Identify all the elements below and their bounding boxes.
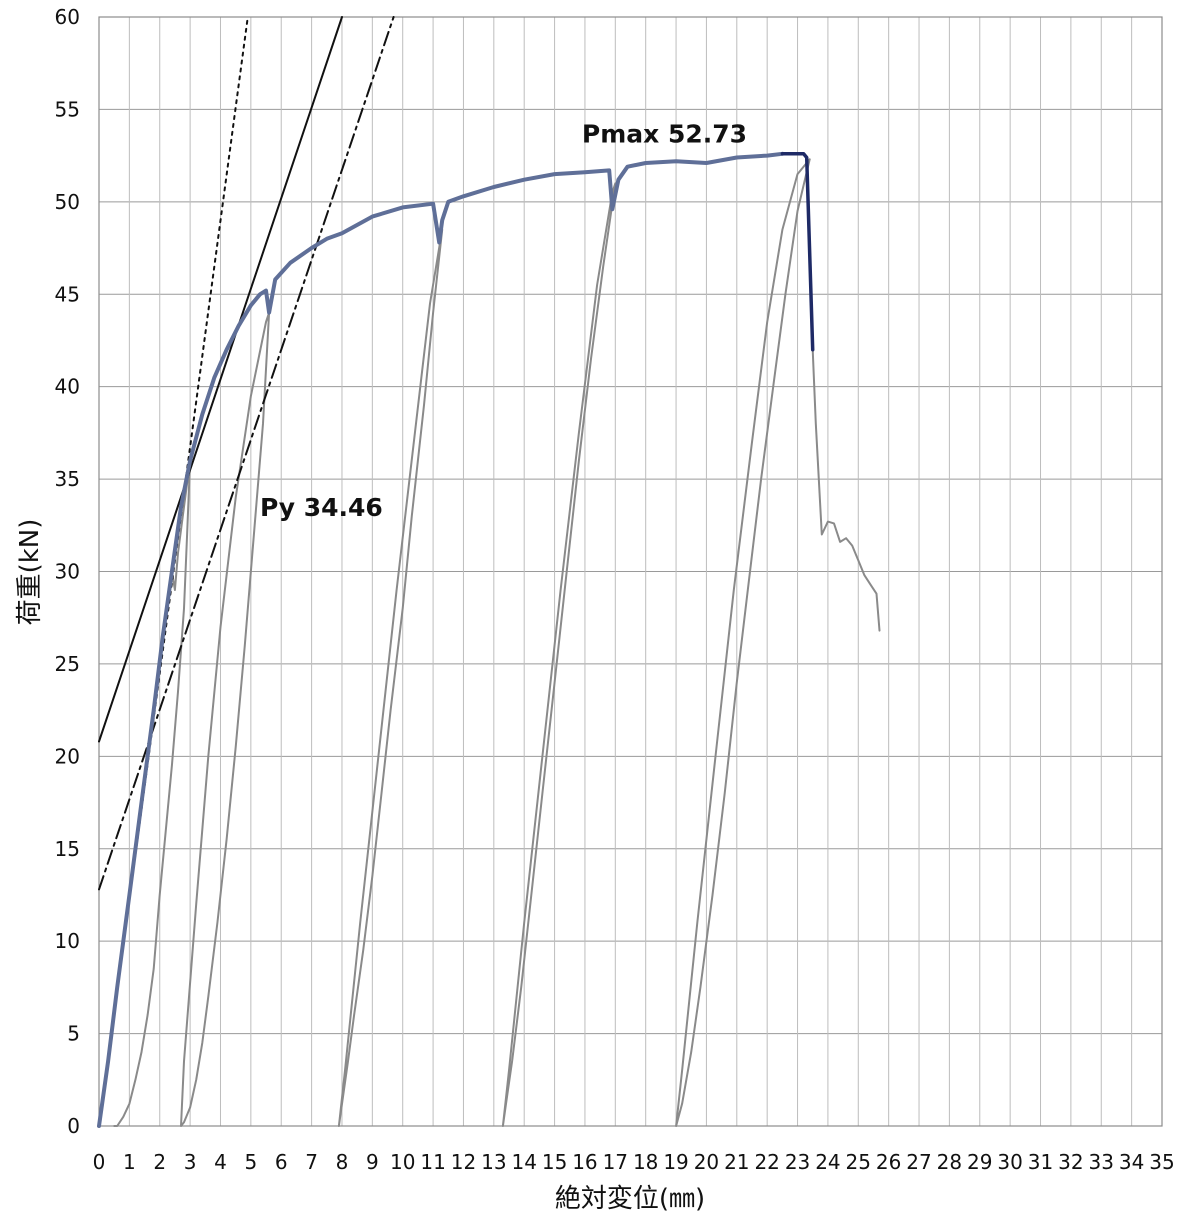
y-tick-label: 25	[55, 652, 80, 676]
x-tick-label: 35	[1149, 1150, 1174, 1174]
x-tick-label: 2	[153, 1150, 166, 1174]
x-tick-label: 18	[633, 1150, 658, 1174]
series-peak-1	[780, 152, 815, 352]
x-tick-label: 32	[1058, 1150, 1083, 1174]
series-cycle-4	[180, 311, 271, 1127]
x-tick-label: 10	[390, 1150, 415, 1174]
y-tick-label: 60	[55, 5, 80, 29]
x-tick-label: 1	[123, 1150, 136, 1174]
y-tick-label: 20	[55, 744, 80, 768]
x-tick-label: 0	[93, 1150, 106, 1174]
y-tick-labels: 0 5 10 15 20 25 30 35 40 45 50 55 60	[55, 5, 80, 1138]
x-tick-label: 13	[481, 1150, 506, 1174]
x-tick-labels: 0 1 2 3 4 5 6 7 8 9 10 11 12 13 14 15 16 17 18 19 20 21 22 23 24…	[93, 1150, 1175, 1174]
series-cycle-5	[337, 228, 444, 1127]
x-tick-label: 26	[876, 1150, 901, 1174]
x-tick-label: 24	[815, 1150, 840, 1174]
x-tick-label: 29	[967, 1150, 992, 1174]
grid	[98, 16, 1163, 1127]
series-cycle-6	[501, 182, 617, 1127]
x-tick-label: 15	[542, 1150, 567, 1174]
annotations: Pmax 52.73 Py 34.46	[260, 120, 747, 522]
x-tick-label: 22	[754, 1150, 779, 1174]
series-group	[97, 16, 881, 1128]
y-tick-label: 15	[55, 837, 80, 861]
x-tick-label: 28	[937, 1150, 962, 1174]
x-tick-label: 4	[214, 1150, 227, 1174]
y-tick-label: 0	[67, 1114, 80, 1138]
x-tick-label: 20	[694, 1150, 719, 1174]
y-tick-label: 45	[55, 282, 80, 306]
y-tick-label: 50	[55, 190, 80, 214]
x-tick-label: 23	[785, 1150, 810, 1174]
x-tick-label: 30	[997, 1150, 1022, 1174]
x-axis-title: 絶対変位(㎜)	[555, 1184, 705, 1214]
y-tick-label: 35	[55, 467, 80, 491]
y-tick-label: 10	[55, 929, 80, 953]
x-tick-label: 7	[305, 1150, 318, 1174]
y-tick-label: 55	[55, 97, 80, 121]
series-cycle-7	[675, 158, 811, 1127]
x-tick-label: 25	[846, 1150, 871, 1174]
x-tick-label: 5	[244, 1150, 257, 1174]
x-tick-label: 8	[336, 1150, 349, 1174]
series-cycle-3	[113, 459, 192, 1127]
x-tick-label: 31	[1028, 1150, 1053, 1174]
x-tick-label: 17	[603, 1150, 628, 1174]
y-axis-title: 荷重(kN)	[15, 519, 45, 626]
x-tick-label: 19	[663, 1150, 688, 1174]
x-tick-label: 11	[420, 1150, 445, 1174]
series-post-peak-2	[811, 348, 881, 632]
x-tick-label: 16	[572, 1150, 597, 1174]
annotation-0: Pmax 52.73	[582, 120, 747, 149]
x-tick-label: 9	[366, 1150, 379, 1174]
x-tick-label: 21	[724, 1150, 749, 1174]
y-tick-label: 40	[55, 375, 80, 399]
x-tick-label: 33	[1089, 1150, 1114, 1174]
y-tick-label: 5	[67, 1022, 80, 1046]
x-tick-label: 27	[906, 1150, 931, 1174]
x-tick-label: 3	[184, 1150, 197, 1174]
series-tangent-initial-8	[98, 16, 343, 743]
series-secant-dashdot-10	[98, 16, 395, 891]
plot-frame	[98, 16, 1163, 1127]
x-tick-label: 6	[275, 1150, 288, 1174]
x-tick-label: 34	[1119, 1150, 1144, 1174]
series-envelope-0	[97, 151, 785, 1128]
x-tick-label: 12	[451, 1150, 476, 1174]
y-tick-label: 30	[55, 560, 80, 584]
annotation-1: Py 34.46	[260, 493, 383, 522]
x-tick-label: 14	[511, 1150, 536, 1174]
